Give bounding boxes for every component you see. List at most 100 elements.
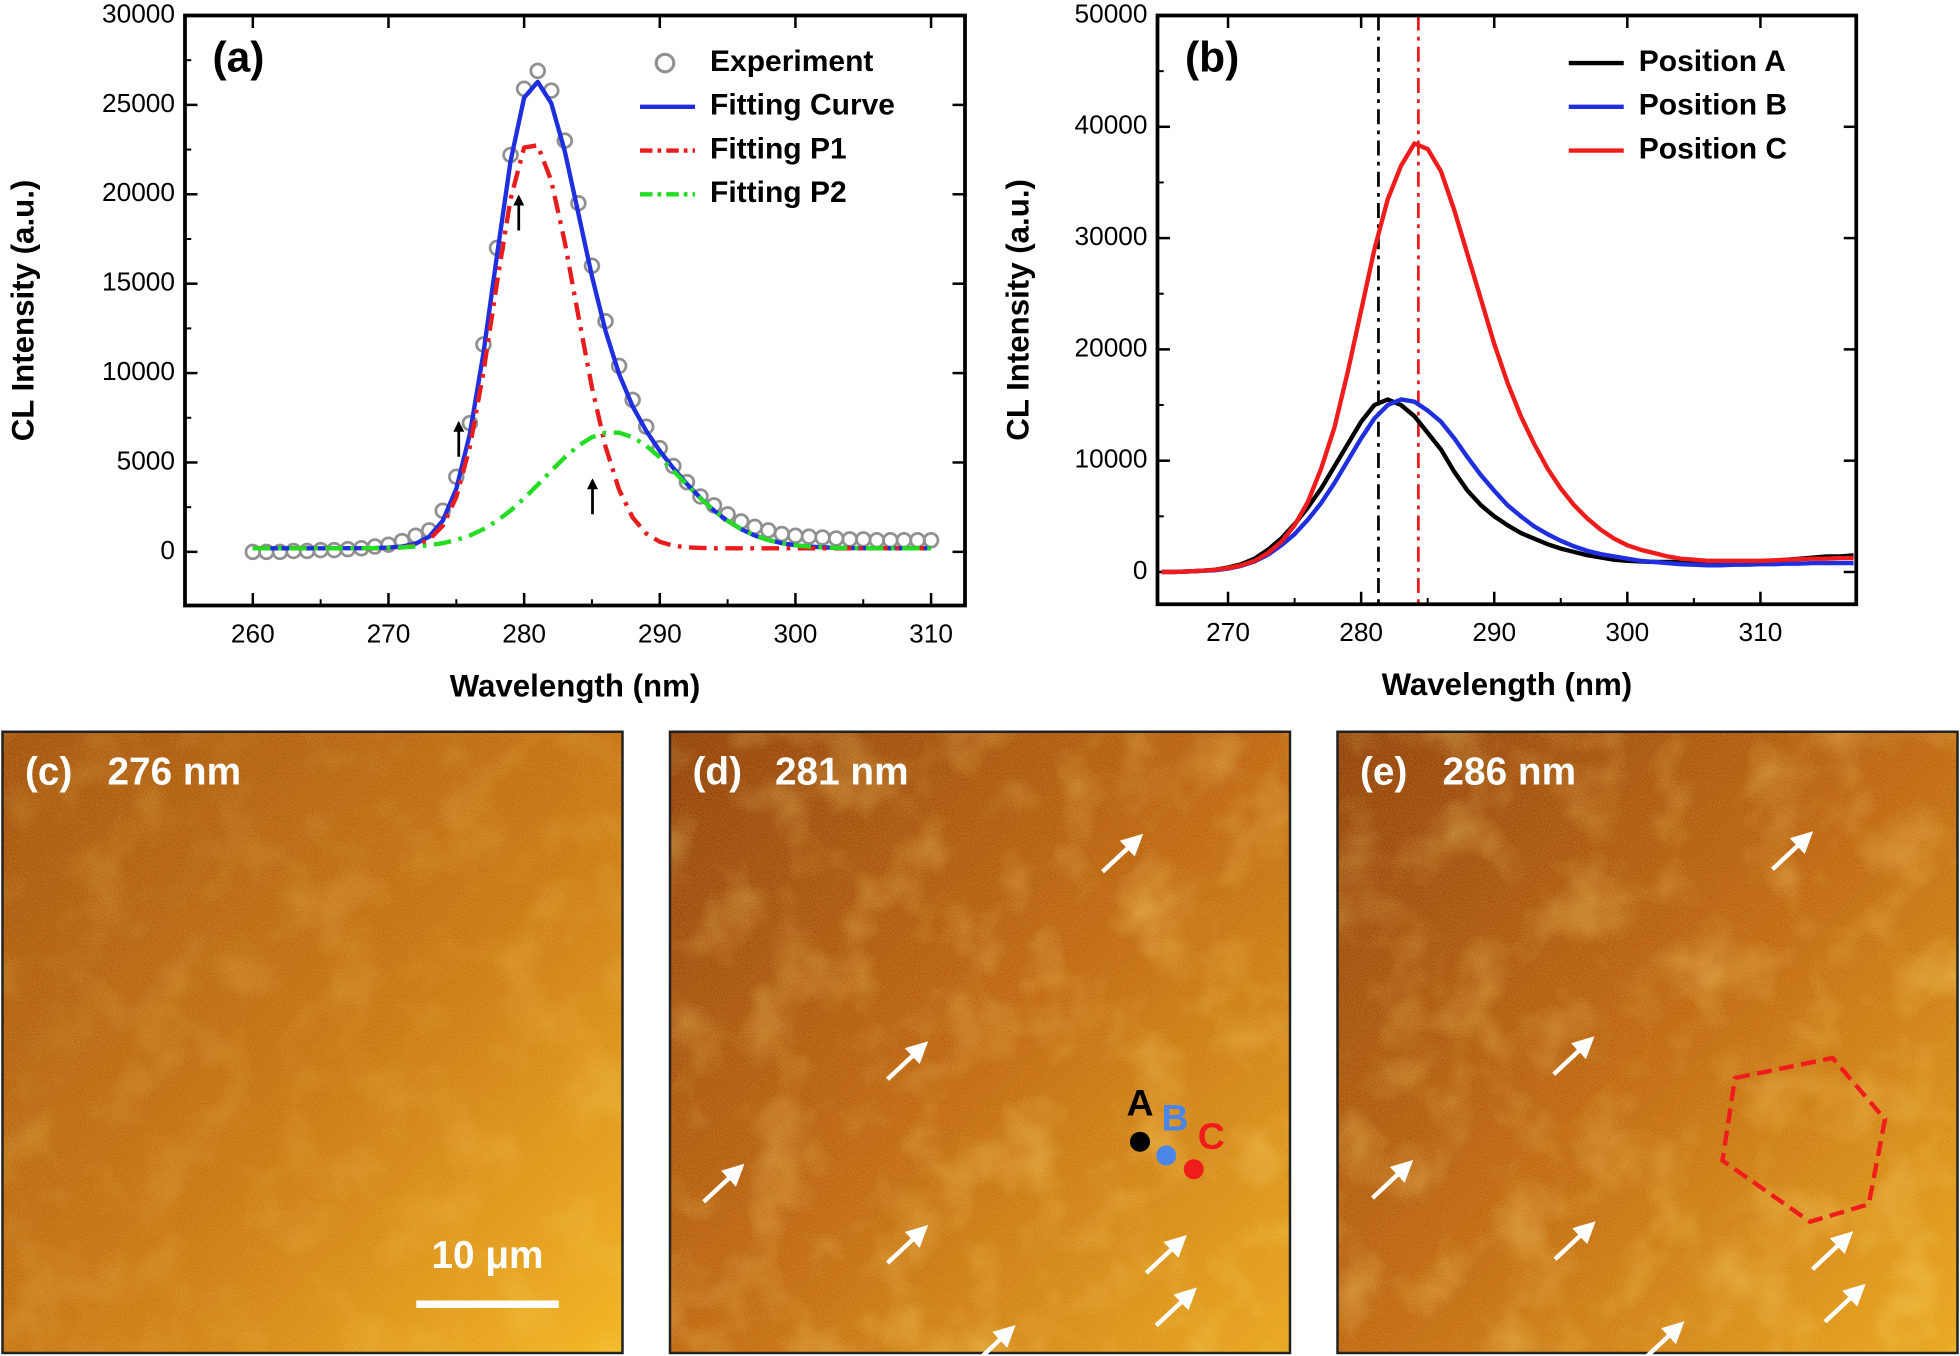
x-tick-label: 310 — [909, 618, 953, 648]
x-axis-label: Wavelength (nm) — [1382, 667, 1633, 702]
position-label: C — [1198, 1115, 1225, 1157]
legend-label: Fitting P1 — [710, 132, 847, 165]
position-label: A — [1126, 1081, 1153, 1123]
chart: 260 270 280 290 300 310 0 5000 10000 15000 20000 25… — [5, 0, 967, 703]
annotation-arrows — [453, 194, 598, 515]
white-arrow — [1553, 1221, 1596, 1261]
wavelength-caption: 276 nm — [108, 750, 242, 793]
panel-label: (d) — [693, 750, 742, 793]
image-panels: (c) 276 nm 10 μm (d) 281 nm A B C (e) 286 nm — [1, 730, 1959, 1356]
y-tick-label: 20000 — [102, 177, 175, 207]
image-noise — [1337, 731, 1958, 1353]
x-tick-label: 270 — [367, 618, 411, 648]
position-dot — [1156, 1145, 1177, 1166]
charts: 260 270 280 290 300 310 0 5000 10000 15000 20000 25… — [5, 0, 1859, 703]
data-point — [760, 522, 777, 539]
x-tick-label: 270 — [1206, 617, 1250, 647]
legend-label: Position C — [1639, 132, 1787, 165]
legend-marker — [654, 52, 676, 74]
y-tick-label: 30000 — [1075, 221, 1148, 251]
panel-label: (a) — [213, 35, 265, 82]
white-arrow — [1771, 831, 1814, 871]
wavelength-caption: 281 nm — [775, 750, 909, 793]
y-tick-label: 50000 — [1075, 0, 1148, 28]
data-point — [909, 531, 926, 549]
x-tick-label: 290 — [638, 618, 682, 648]
data-point — [800, 528, 818, 545]
x-tick-label: 310 — [1739, 617, 1783, 647]
position-dot — [1183, 1159, 1204, 1180]
white-arrow — [1154, 1287, 1197, 1328]
data-point — [882, 531, 899, 549]
y-tick-label: 5000 — [117, 445, 175, 475]
wavelength-caption: 286 nm — [1443, 750, 1577, 793]
data-point — [868, 531, 886, 549]
data-point — [895, 531, 913, 549]
x-axis-label: Wavelength (nm) — [450, 668, 701, 703]
panel-label: (c) — [25, 750, 72, 793]
legend-label: Fitting P2 — [710, 176, 847, 209]
y-tick-label: 20000 — [1075, 332, 1148, 362]
image-noise — [2, 731, 623, 1353]
hexagon-outline — [1720, 1055, 1888, 1225]
y-tick-label: 10000 — [102, 356, 175, 386]
white-arrow — [1811, 1231, 1854, 1271]
white-arrow — [1823, 1283, 1866, 1324]
series-line — [1161, 397, 1854, 575]
image-noise — [670, 731, 1290, 1353]
data-point — [922, 531, 940, 549]
image-panel: (e) 286 nm — [1336, 730, 1959, 1356]
data-point — [814, 529, 831, 546]
data-point — [529, 62, 546, 80]
plot-frame — [1155, 13, 1859, 607]
chart: 270 280 290 300 310 0 10000 20000 30000 40000 5000… — [1000, 0, 1859, 702]
series-line — [1161, 141, 1854, 575]
legend-label: Position A — [1639, 45, 1786, 78]
y-axis-label: CL Intensity (a.u.) — [5, 180, 40, 442]
white-arrow — [1644, 1321, 1685, 1356]
plot-frame — [183, 13, 967, 608]
legend-label: Experiment — [710, 45, 873, 78]
panel-label: (b) — [1185, 35, 1239, 82]
white-arrow — [702, 1163, 745, 1204]
series-line — [252, 430, 932, 551]
white-arrow — [1371, 1160, 1414, 1200]
data-point — [855, 531, 872, 548]
y-tick-label: 15000 — [102, 267, 175, 297]
y-tick-label: 30000 — [102, 0, 175, 28]
series-line — [1161, 397, 1854, 575]
legend-label: Position B — [1639, 89, 1787, 122]
x-tick-label: 300 — [774, 618, 818, 648]
data-point — [678, 473, 696, 491]
position-label: B — [1161, 1096, 1188, 1138]
image-panel: (d) 281 nm A B C — [668, 730, 1292, 1356]
x-tick-label: 260 — [231, 618, 275, 648]
y-tick-label: 10000 — [1075, 444, 1148, 474]
panel-label: (e) — [1360, 750, 1407, 793]
x-tick-label: 280 — [502, 618, 546, 648]
white-arrow — [1144, 1235, 1187, 1275]
position-dot — [1130, 1131, 1150, 1152]
scale-bar-label: 10 μm — [431, 1234, 543, 1277]
data-point — [841, 531, 858, 548]
image-frame — [1, 730, 624, 1355]
y-axis-label: CL Intensity (a.u.) — [1000, 179, 1035, 441]
data-point — [773, 525, 791, 543]
white-arrow — [1101, 833, 1144, 874]
image-panel: (c) 276 nm 10 μm — [1, 730, 624, 1355]
white-arrow — [886, 1041, 929, 1081]
data-point — [827, 530, 845, 547]
y-tick-label: 40000 — [1075, 110, 1148, 140]
white-arrow — [979, 1325, 1016, 1356]
y-tick-label: 0 — [1133, 555, 1148, 585]
data-point — [692, 488, 709, 505]
y-tick-label: 0 — [160, 535, 175, 565]
x-tick-label: 280 — [1339, 617, 1383, 647]
white-arrow — [886, 1225, 929, 1265]
data-point — [787, 527, 804, 545]
white-arrow — [1552, 1036, 1595, 1076]
y-tick-label: 25000 — [102, 88, 175, 118]
